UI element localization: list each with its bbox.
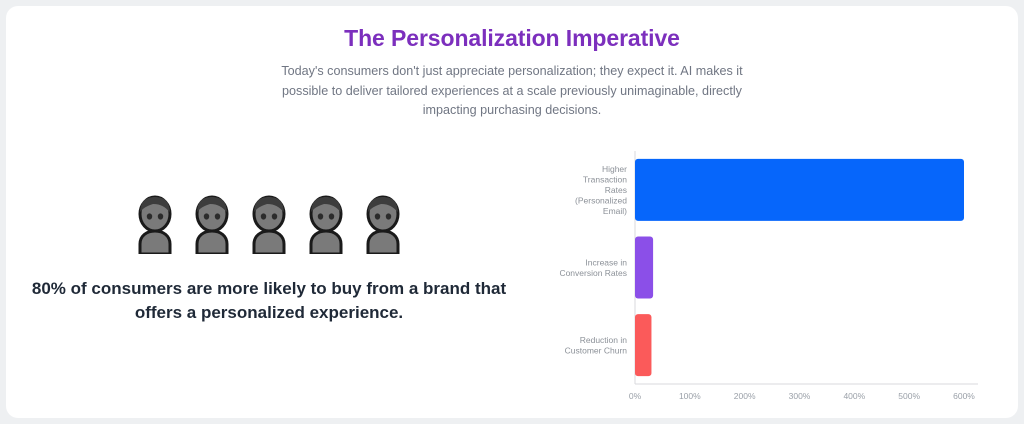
statistic-statement: 80% of consumers are more likely to buy … xyxy=(31,279,507,322)
x-tick-label: 0% xyxy=(629,391,642,401)
category-label: Higher Transaction Rates (Personalized Email… xyxy=(575,164,627,216)
x-tick-label: 300% xyxy=(789,391,811,401)
statistic-panel: 80% of consumers are more likely to buy … xyxy=(14,192,524,325)
category-label: Reduction in Customer Churn xyxy=(565,335,628,356)
bar-chart: Higher Transaction Rates (Personalized Email… xyxy=(534,144,1004,406)
x-tick-label: 400% xyxy=(843,391,865,401)
content-card: The Personalization Imperative Today's c… xyxy=(6,6,1018,418)
category-label: Increase in Conversion Rates xyxy=(559,257,627,278)
header: The Personalization Imperative Today's c… xyxy=(6,24,1018,121)
bar[interactable] xyxy=(635,314,652,377)
people-icon-group xyxy=(14,192,524,254)
person-bust-icon xyxy=(309,195,343,254)
person-bust-icon xyxy=(195,195,229,254)
bar-group: Higher Transaction Rates (Personalized Email… xyxy=(575,158,964,221)
person-bust-icon xyxy=(138,195,172,254)
person-bust-icon xyxy=(366,195,400,254)
x-tick-label: 500% xyxy=(898,391,920,401)
x-tick-label: 200% xyxy=(734,391,756,401)
page-subtitle: Today's consumers don't just appreciate … xyxy=(281,64,743,117)
bar[interactable] xyxy=(635,158,964,221)
page-title: The Personalization Imperative xyxy=(344,25,680,51)
bar-group: Reduction in Customer Churn xyxy=(565,314,652,377)
bar[interactable] xyxy=(635,236,654,299)
bar-group: Increase in Conversion Rates xyxy=(559,236,654,299)
x-tick-label: 600% xyxy=(953,391,975,401)
person-bust-icon xyxy=(252,195,286,254)
x-tick-label: 100% xyxy=(679,391,701,401)
